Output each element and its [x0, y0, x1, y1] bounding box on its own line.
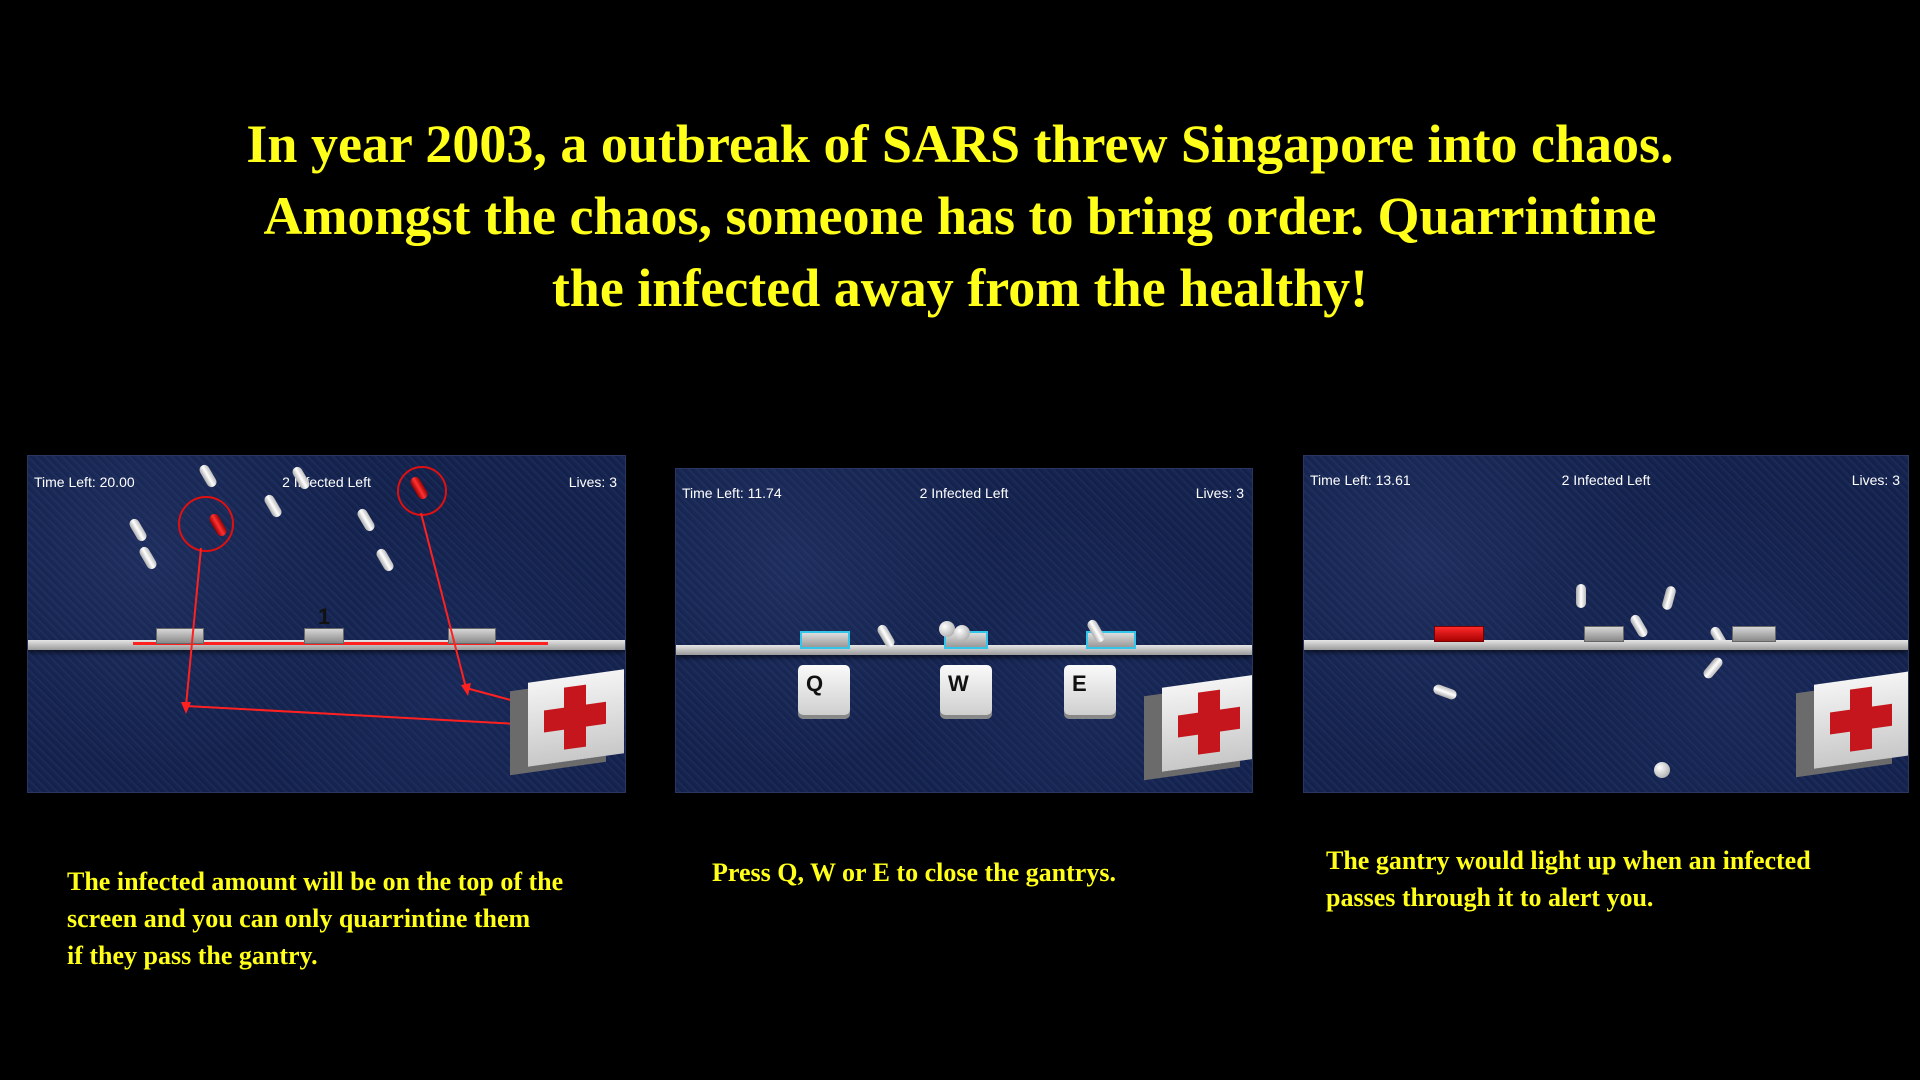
key-q: Q	[798, 665, 850, 715]
infected-left-label: 2 Infected Left	[919, 485, 1009, 501]
lives-label: Lives: 3	[1195, 485, 1244, 501]
lives-label: Lives: 3	[1851, 472, 1900, 488]
medkit-icon	[528, 669, 624, 767]
caption-line-2: passes through it to alert you.	[1326, 883, 1654, 912]
key-w: W	[940, 665, 992, 715]
medkit-icon	[1162, 674, 1252, 772]
screenshot-panel-3: Time Left: 13.61 2 Infected Left Lives: …	[1303, 455, 1909, 793]
gantry-left-closed	[800, 631, 850, 649]
arrow-head	[461, 683, 471, 696]
lives-label: Lives: 3	[568, 474, 617, 490]
screenshot-panel-2: Time Left: 11.74 2 Infected Left Lives: …	[675, 468, 1253, 793]
gantry-rail	[676, 645, 1252, 655]
healthy-person-icon	[1628, 613, 1650, 639]
arrow-head	[513, 697, 526, 707]
infected-highlight-circle	[178, 496, 234, 552]
medkit-cross-horizontal	[544, 701, 606, 733]
arrow-line	[420, 512, 467, 689]
key-e: E	[1064, 665, 1116, 715]
caption-line-1: Press Q, W or E to close the gantrys.	[712, 858, 1116, 887]
healthy-person-icon	[1432, 683, 1458, 701]
infected-left-label: 2 Infected Left	[1561, 472, 1651, 488]
healthy-person-icon	[1654, 762, 1670, 778]
gantry-left-alert	[1434, 626, 1484, 642]
headline: In year 2003, a outbreak of SARS threw S…	[0, 108, 1920, 324]
time-left-label: Time Left: 20.00	[34, 474, 135, 490]
arrow-line	[465, 687, 519, 703]
medkit-cross-horizontal	[1178, 706, 1240, 738]
time-left-label: Time Left: 11.74	[682, 485, 782, 501]
gantry-number: 1	[318, 604, 331, 629]
caption-line-1: The gantry would light up when an infect…	[1326, 846, 1811, 875]
medkit-icon	[1814, 671, 1908, 769]
gantry-rail	[28, 640, 625, 650]
healthy-person-icon	[1576, 584, 1586, 608]
healthy-person-icon	[954, 625, 970, 641]
headline-line-2: Amongst the chaos, someone has to bring …	[263, 186, 1657, 246]
caption-line-1: The infected amount will be on the top o…	[67, 867, 564, 896]
caption-panel-3: The gantry would light up when an infect…	[1326, 842, 1811, 916]
healthy-person-icon	[1661, 585, 1677, 611]
gantry-right	[448, 628, 496, 644]
healthy-person-icon	[939, 621, 955, 637]
headline-line-1: In year 2003, a outbreak of SARS threw S…	[246, 114, 1674, 174]
gantry-middle	[1584, 626, 1624, 642]
arrow-head	[514, 719, 526, 729]
arrow-line	[185, 547, 202, 707]
arrow-line	[185, 705, 519, 725]
caption-line-2: screen and you can only quarrintine them	[67, 904, 531, 933]
gantry-middle	[304, 628, 344, 644]
gantry-right	[1732, 626, 1776, 642]
headline-line-3: the infected away from the healthy!	[551, 258, 1369, 318]
caption-panel-2: Press Q, W or E to close the gantrys.	[712, 854, 1116, 891]
healthy-person-icon	[1701, 655, 1725, 681]
caption-panel-1: The infected amount will be on the top o…	[67, 863, 563, 974]
screenshot-panel-1: Time Left: 20.00 2 Infected Left Lives: …	[27, 455, 626, 793]
gantry-rail	[1304, 640, 1908, 650]
caption-line-3: if they pass the gantry.	[67, 941, 318, 970]
medkit-cross-horizontal	[1830, 703, 1892, 735]
arrow-head	[181, 702, 191, 714]
annotation-arrows	[181, 512, 526, 729]
time-left-label: Time Left: 13.61	[1310, 472, 1411, 488]
